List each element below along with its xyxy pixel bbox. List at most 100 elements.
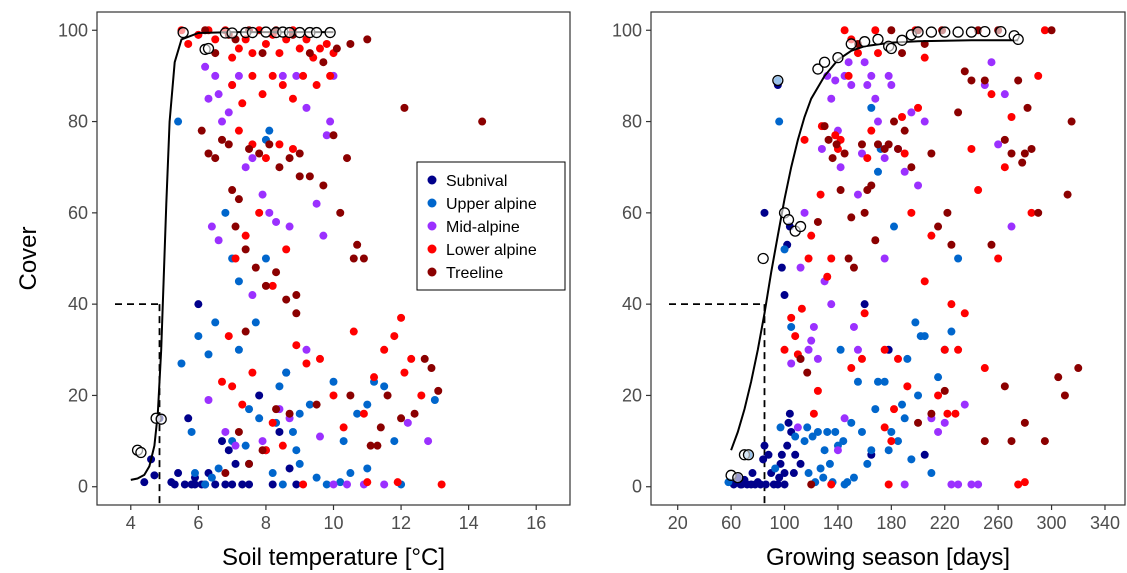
point-treeline [1060, 391, 1069, 400]
point-subnival [775, 473, 784, 482]
y-tick-label: 60 [68, 203, 88, 223]
point-lower-alpine [857, 354, 866, 363]
point-subnival [777, 450, 786, 459]
point-upper-alpine [245, 405, 254, 414]
point-treeline [319, 58, 328, 67]
point-treeline [366, 441, 375, 450]
point-lower-alpine [370, 373, 379, 382]
y-tick-label: 0 [78, 477, 88, 497]
point-treeline [1018, 158, 1027, 167]
x-tick-label: 10 [323, 513, 343, 533]
point-treeline [434, 386, 443, 395]
point-upper-alpine [305, 400, 314, 409]
open-point [757, 252, 769, 265]
point-upper-alpine [849, 473, 858, 482]
point-treeline [803, 368, 812, 377]
point-subnival [180, 480, 189, 489]
point-treeline [241, 245, 250, 254]
point-treeline [900, 126, 909, 135]
point-lower-alpine [894, 354, 903, 363]
point-upper-alpine [241, 441, 250, 450]
point-upper-alpine [813, 427, 822, 436]
open-point [858, 36, 871, 48]
point-lower-alpine [884, 480, 893, 489]
point-mid-alpine [880, 254, 889, 263]
point-treeline [420, 354, 429, 363]
point-treeline [1014, 76, 1023, 85]
open-point [912, 26, 924, 38]
point-upper-alpine [823, 427, 832, 436]
point-mid-alpine [871, 94, 880, 103]
point-treeline [927, 409, 936, 418]
point-lower-alpine [780, 345, 789, 354]
point-lower-alpine [292, 341, 301, 350]
point-lower-alpine [1014, 480, 1023, 489]
growing-season-panel: 20 60 100 140 180 220 260 300 340 0 20 40 60 80 100 G… [612, 11, 1126, 571]
point-lower-alpine [437, 480, 446, 489]
point-treeline [1034, 208, 1043, 217]
point-treeline [292, 291, 301, 300]
point-lower-alpine [920, 277, 929, 286]
point-mid-alpine [315, 432, 324, 441]
legend-label: Subnival [446, 173, 507, 190]
threshold-lines [669, 303, 766, 505]
point-treeline [1007, 149, 1016, 158]
point-mid-alpine [322, 131, 331, 140]
open-point [794, 220, 807, 233]
point-mid-alpine [836, 163, 845, 172]
point-treeline [400, 103, 409, 112]
point-treeline [894, 144, 903, 153]
point-lower-alpine [241, 231, 250, 240]
point-upper-alpine [920, 332, 929, 341]
x-tick-labels: 20 60 100 140 180 220 260 300 340 [668, 505, 1120, 533]
point-subnival [780, 469, 789, 478]
point-mid-alpine [994, 140, 1003, 149]
point-treeline [295, 172, 304, 181]
point-treeline [967, 76, 976, 85]
x-tick-label: 4 [126, 513, 136, 533]
point-subnival [759, 455, 768, 464]
point-treeline [234, 195, 243, 204]
point-treeline [871, 236, 880, 245]
open-point [202, 42, 215, 55]
point-upper-alpine [346, 469, 355, 478]
point-upper-alpine [890, 222, 899, 231]
point-lower-alpine [809, 409, 818, 418]
y-tick-label: 80 [622, 112, 642, 132]
point-subnival [760, 208, 769, 217]
point-lower-alpine [312, 81, 321, 90]
point-treeline [890, 117, 899, 126]
point-upper-alpine [214, 464, 223, 473]
point-treeline [980, 76, 989, 85]
y-tick-label: 100 [58, 20, 88, 40]
point-mid-alpine [312, 199, 321, 208]
point-subnival [920, 450, 929, 459]
scatter-points [724, 26, 1083, 489]
point-lower-alpine [871, 26, 880, 35]
point-treeline [943, 208, 952, 217]
point-upper-alpine [771, 464, 780, 473]
point-treeline [954, 108, 963, 117]
point-treeline [828, 154, 837, 163]
point-upper-alpine [776, 423, 785, 432]
y-tick-label: 20 [68, 385, 88, 405]
point-treeline [255, 149, 264, 158]
open-point [742, 449, 755, 461]
point-treeline [844, 254, 853, 263]
point-upper-alpine [873, 377, 882, 386]
point-treeline [1027, 144, 1036, 153]
point-subnival [140, 478, 149, 487]
point-mid-alpine [278, 71, 287, 80]
point-lower-alpine [322, 39, 331, 48]
open-point [772, 74, 784, 87]
point-treeline [329, 131, 338, 140]
point-treeline [980, 437, 989, 446]
point-subnival [760, 441, 769, 450]
point-lower-alpine [898, 112, 907, 121]
x-axis-title: Soil temperature [°C] [222, 544, 445, 571]
open-circle-points [725, 25, 1024, 484]
point-mid-alpine [343, 480, 352, 489]
point-mid-alpine [853, 190, 862, 199]
point-treeline [241, 327, 250, 336]
open-point [812, 63, 824, 75]
